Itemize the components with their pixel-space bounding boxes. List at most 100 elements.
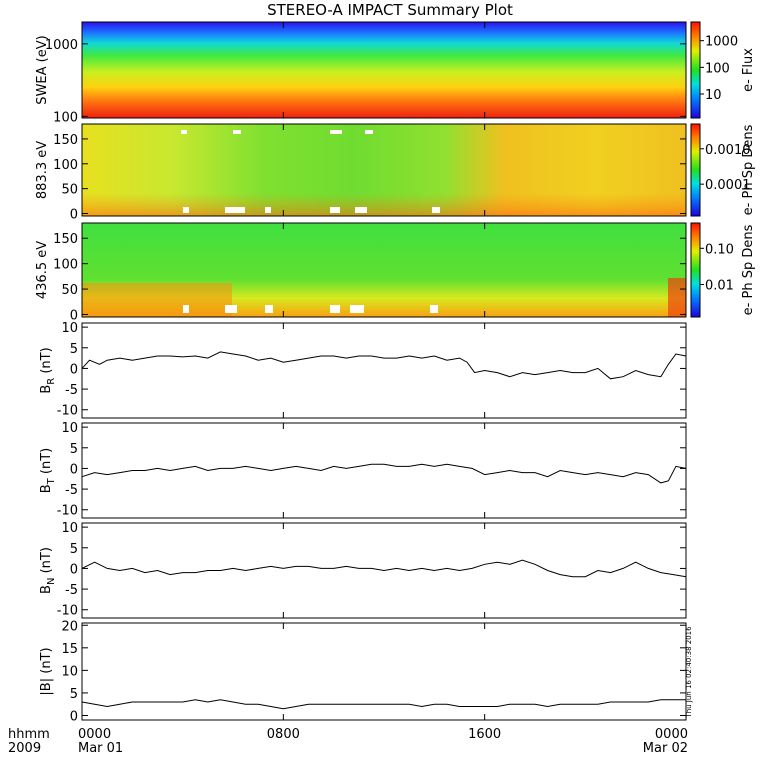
- y-tick-label: 0: [70, 562, 78, 577]
- data-gap: [330, 305, 340, 313]
- data-gap: [233, 130, 241, 134]
- y-tick-label: -5: [65, 483, 78, 498]
- x-tick-label: 0800: [267, 727, 300, 742]
- y-tick-label: -10: [57, 504, 78, 519]
- y-tick-label: 10: [61, 521, 78, 536]
- y-axis-label-subscript: N: [46, 578, 57, 585]
- panel-frame: [81, 21, 687, 119]
- y-tick-label: 5: [70, 442, 78, 457]
- y-axis-label-unit: (nT): [39, 647, 54, 677]
- y-axis-label: SWEA (eV): [35, 35, 50, 104]
- colorbar-tick-label: 0.10: [705, 242, 734, 257]
- colorbar: [690, 21, 701, 119]
- y-axis-label-name: B: [39, 385, 54, 394]
- y-axis-label: |B| (nT): [39, 647, 54, 695]
- y-tick-label: 100: [53, 110, 78, 125]
- y-tick-label: 10: [61, 664, 78, 679]
- colorbar: [690, 222, 701, 318]
- y-tick-label: 150: [53, 133, 78, 148]
- chart-title: STEREO-A IMPACT Summary Plot: [267, 1, 513, 19]
- field-series-line: [81, 559, 687, 578]
- y-axis-label: 883.3 eV: [35, 141, 50, 199]
- colorbar-tick-label: 1000: [705, 35, 738, 50]
- data-gap: [330, 130, 342, 134]
- data-gap: [265, 207, 271, 213]
- y-axis-label-unit: (nT): [39, 448, 54, 478]
- panel-frame: [81, 322, 687, 419]
- data-gap: [183, 305, 189, 313]
- field-series-line: [81, 351, 687, 380]
- panel-frame: [81, 622, 687, 721]
- data-gap: [265, 305, 273, 313]
- colorbar-tick-label: 10: [705, 88, 722, 103]
- spectrogram-fill: [82, 22, 686, 118]
- y-tick-label: 100: [53, 158, 78, 173]
- y-tick-label: 100: [53, 258, 78, 273]
- y-tick-label: -10: [57, 604, 78, 619]
- x-tick-label: 0000: [78, 727, 111, 742]
- colorbar-tick-label: 0.0001: [705, 178, 751, 193]
- panel-frame: [81, 123, 687, 217]
- x-tick-label: 1600: [468, 727, 501, 742]
- y-tick-label: 5: [70, 342, 78, 357]
- y-tick-label: 10: [61, 321, 78, 336]
- colorbar-tick-label: 0.0010: [705, 143, 751, 158]
- spectrogram-fill-overlay: [82, 124, 686, 216]
- colorbar-label: e- Ph Sp Dens: [741, 124, 756, 215]
- colorbar-label: e- Ph Sp Dens: [741, 224, 756, 315]
- y-tick-label: 15: [61, 642, 78, 657]
- data-gap: [432, 207, 440, 213]
- y-axis-label-unit: (nT): [39, 547, 54, 577]
- data-gap: [365, 130, 373, 134]
- y-tick-label: 0: [70, 362, 78, 377]
- time-axis-unit-label: hhmm: [8, 727, 50, 742]
- y-axis-label-name: B: [39, 484, 54, 493]
- y-axis-label-name: B: [39, 585, 54, 594]
- y-tick-label: -5: [65, 583, 78, 598]
- y-axis-label: BN (nT): [39, 547, 57, 594]
- data-gap: [350, 305, 364, 313]
- spectrogram-fill-overlay: [82, 283, 232, 317]
- spectrogram-fill-overlay: [668, 278, 686, 317]
- y-tick-label: 10: [61, 421, 78, 436]
- colorbar-tick-label: 0.01: [705, 278, 734, 293]
- y-tick-label: 150: [53, 232, 78, 247]
- y-axis-label: 436.5 eV: [35, 241, 50, 299]
- colorbar: [690, 123, 701, 217]
- y-tick-label: -5: [65, 383, 78, 398]
- y-axis-label: BT (nT): [39, 448, 57, 494]
- field-panel-4: 20 15 10 5 0 |B| (nT): [39, 619, 687, 724]
- field-series-line: [81, 463, 687, 484]
- panel-frame: [81, 422, 687, 519]
- data-gap: [225, 305, 237, 313]
- data-gap: [225, 207, 245, 213]
- data-gap: [330, 207, 340, 213]
- y-tick-label: 0: [70, 208, 78, 223]
- y-tick-label: 50: [61, 283, 78, 298]
- y-axis-label-subscript: R: [46, 378, 57, 385]
- y-tick-label: 5: [70, 687, 78, 702]
- data-gap: [430, 305, 438, 313]
- y-tick-label: 1000: [45, 38, 78, 53]
- plot-timestamp: Thu Jun 16 02:40:38 2016: [685, 626, 693, 719]
- y-axis-label-unit: (nT): [39, 347, 54, 377]
- field-series-line: [81, 699, 686, 710]
- x-tick-date-label: Mar 02: [643, 741, 688, 756]
- y-tick-label: 5: [70, 542, 78, 557]
- panel-frame: [81, 222, 687, 318]
- data-gap: [355, 207, 367, 213]
- colorbar-label: e- Flux: [741, 48, 756, 92]
- spectrogram-panel-3: 150 100 50 0 436.5 eV 0.10 0.01 e- Ph Sp Dens: [35, 222, 756, 323]
- data-gap: [181, 130, 187, 134]
- time-axis-year-label: 2009: [8, 741, 41, 756]
- y-tick-label: 0: [70, 462, 78, 477]
- y-tick-label: -10: [57, 404, 78, 419]
- y-tick-label: 0: [70, 709, 78, 724]
- data-gap: [183, 207, 189, 213]
- y-tick-label: 50: [61, 183, 78, 198]
